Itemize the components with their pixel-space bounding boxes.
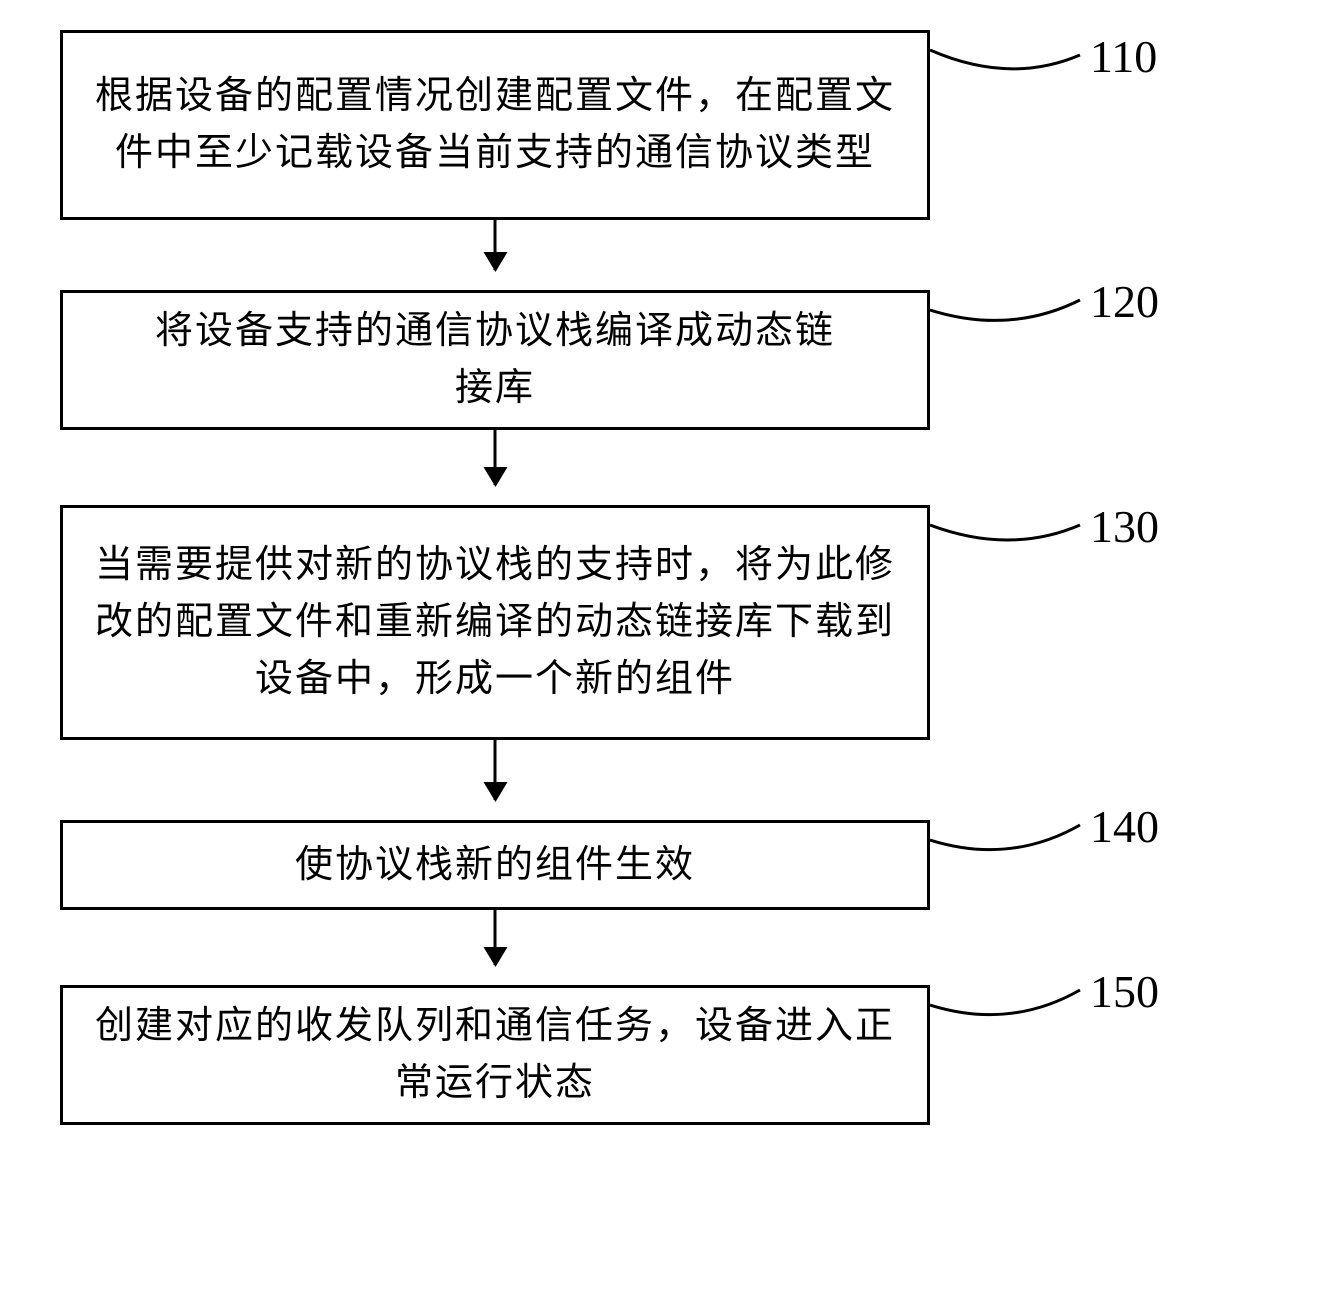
curve-connector-140 bbox=[930, 810, 1090, 860]
step-box-110: 根据设备的配置情况创建配置文件，在配置文件中至少记载设备当前支持的通信协议类型 bbox=[60, 30, 930, 220]
step-label-150: 150 bbox=[1090, 965, 1159, 1018]
curve-connector-130 bbox=[930, 505, 1090, 555]
step-label-110: 110 bbox=[1090, 30, 1157, 83]
step-label-140: 140 bbox=[1090, 800, 1159, 853]
step-text: 将设备支持的通信协议栈编译成动态链接库 bbox=[155, 303, 835, 417]
step-text: 当需要提供对新的协议栈的支持时，将为此修改的配置文件和重新编译的动态链接库下载到… bbox=[93, 537, 897, 708]
flow-arrow bbox=[494, 220, 497, 270]
step-text: 根据设备的配置情况创建配置文件，在配置文件中至少记载设备当前支持的通信协议类型 bbox=[93, 68, 897, 182]
step-box-130: 当需要提供对新的协议栈的支持时，将为此修改的配置文件和重新编译的动态链接库下载到… bbox=[60, 505, 930, 740]
step-text: 创建对应的收发队列和通信任务，设备进入正常运行状态 bbox=[93, 998, 897, 1112]
step-text: 使协议栈新的组件生效 bbox=[295, 837, 695, 894]
step-box-140: 使协议栈新的组件生效 bbox=[60, 820, 930, 910]
curve-connector-120 bbox=[930, 280, 1090, 330]
curve-connector-150 bbox=[930, 975, 1090, 1025]
step-box-120: 将设备支持的通信协议栈编译成动态链接库 bbox=[60, 290, 930, 430]
step-label-130: 130 bbox=[1090, 500, 1159, 553]
step-box-150: 创建对应的收发队列和通信任务，设备进入正常运行状态 bbox=[60, 985, 930, 1125]
flow-arrow bbox=[494, 740, 497, 800]
flow-arrow bbox=[494, 910, 497, 965]
step-label-120: 120 bbox=[1090, 275, 1159, 328]
flow-arrow bbox=[494, 430, 497, 485]
curve-connector-110 bbox=[930, 30, 1090, 80]
flowchart-container: 根据设备的配置情况创建配置文件，在配置文件中至少记载设备当前支持的通信协议类型 … bbox=[60, 30, 1060, 1290]
